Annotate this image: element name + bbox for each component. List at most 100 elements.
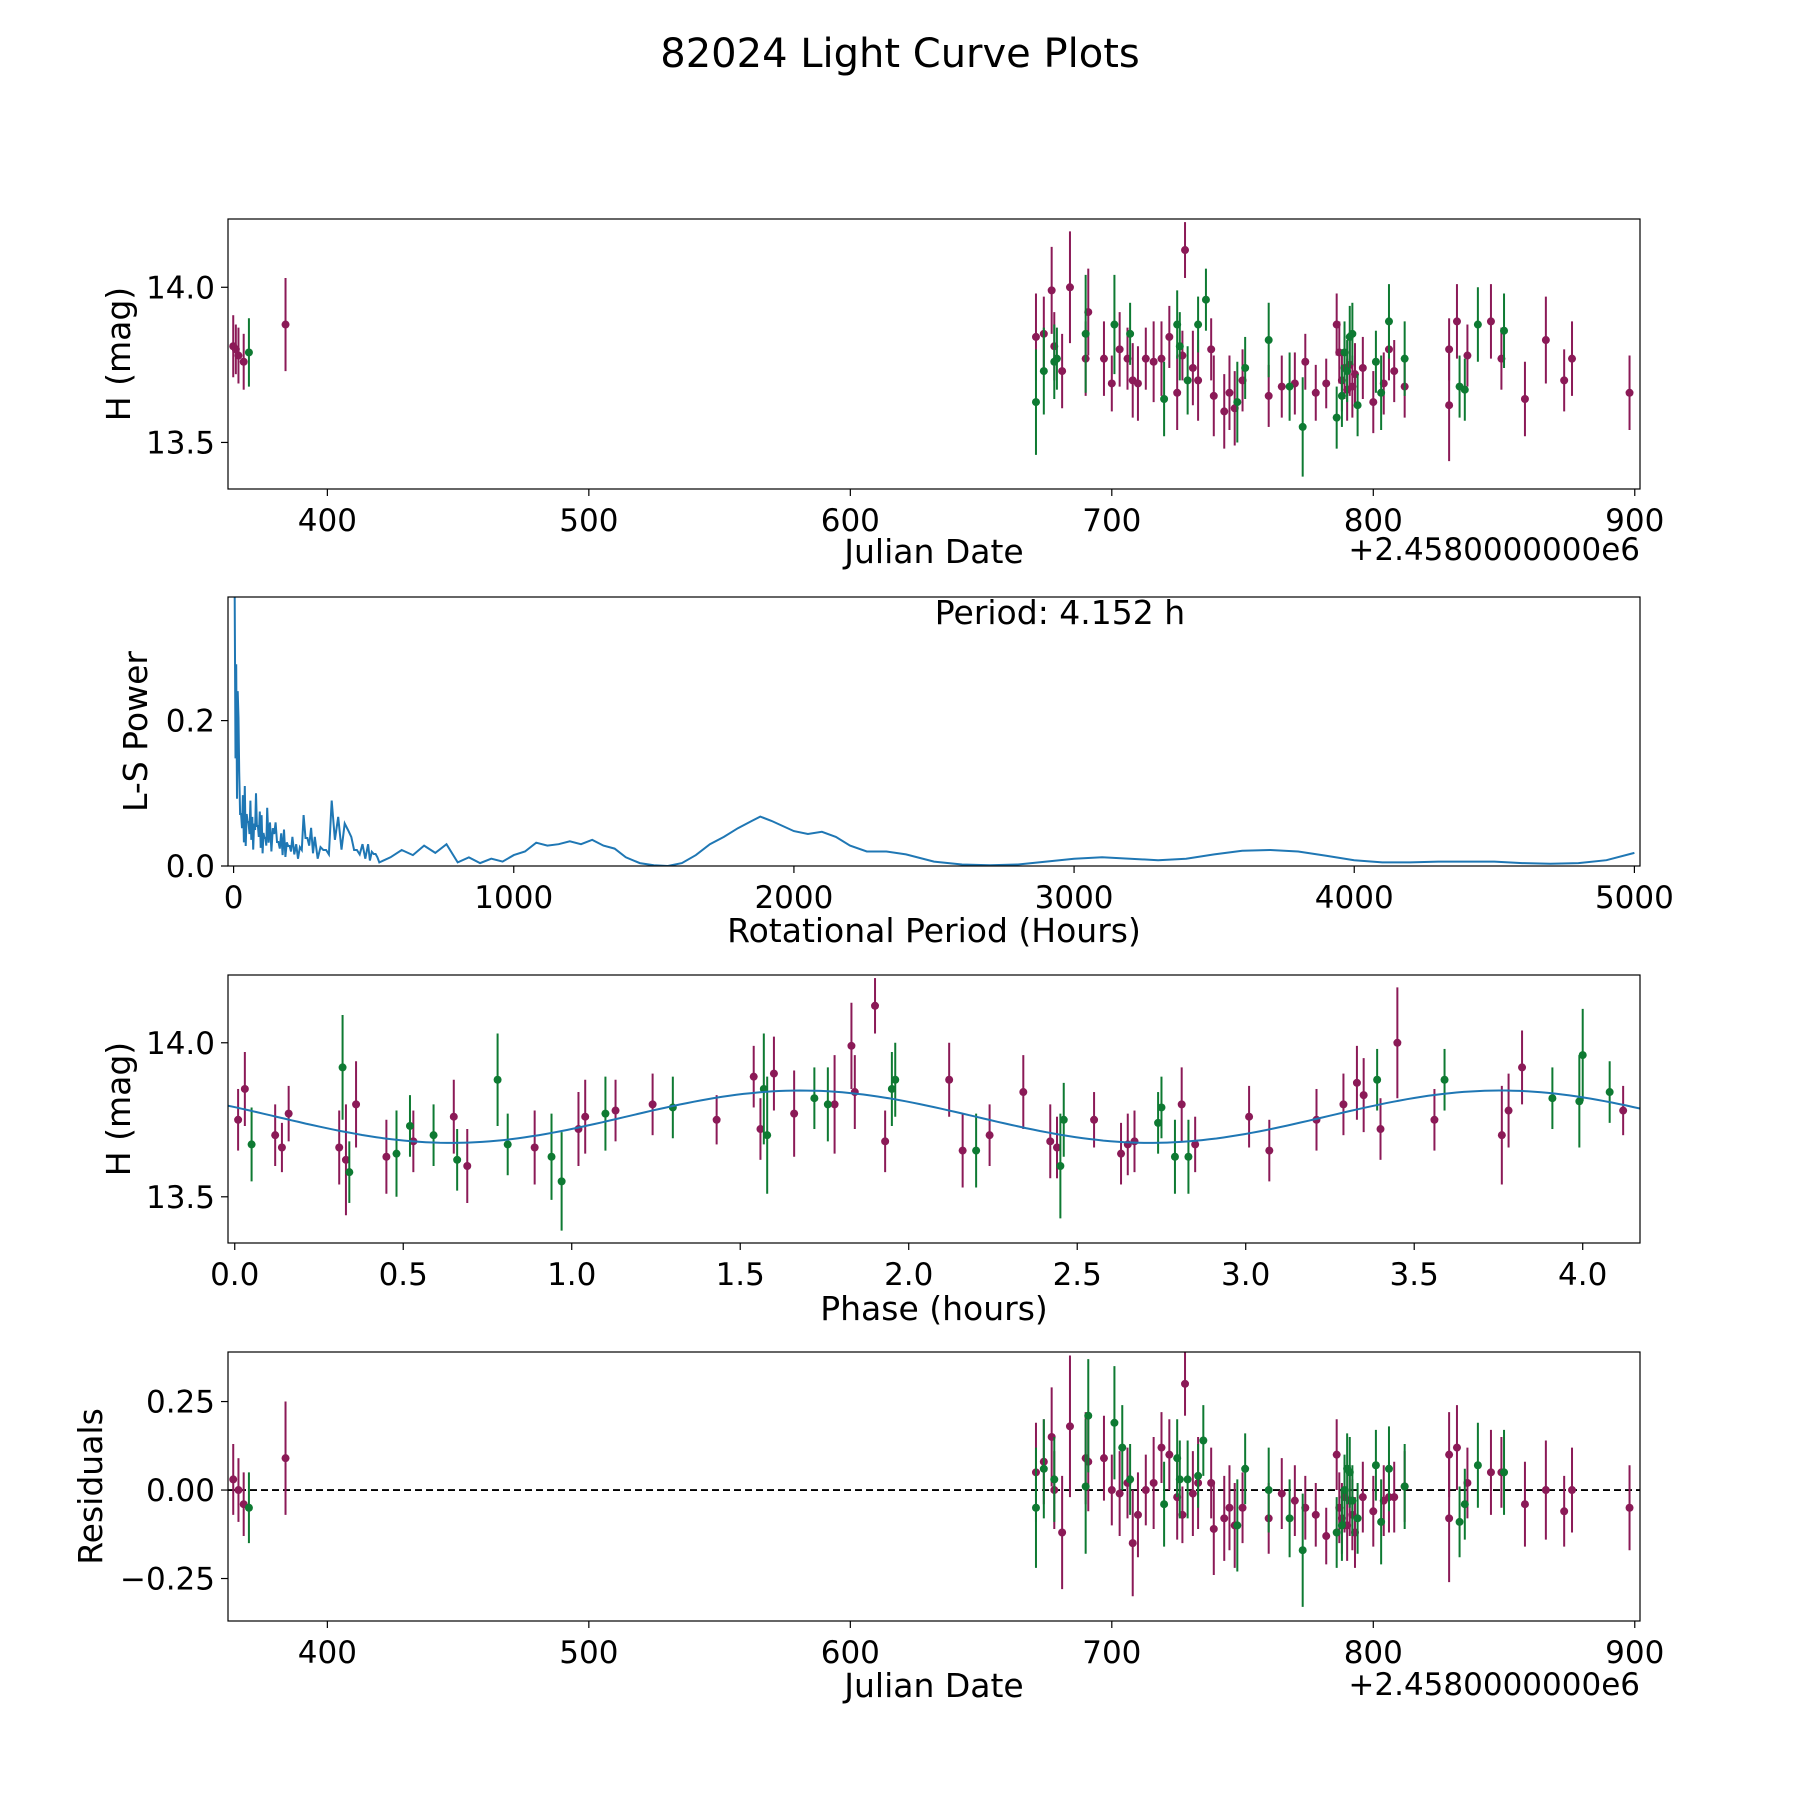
- green-filter-point: [1126, 329, 1135, 338]
- green-filter-point: [1175, 1475, 1184, 1484]
- purple-filter-point: [1053, 1143, 1062, 1152]
- purple-filter-point: [234, 1115, 243, 1124]
- x-tick-label: 800: [1344, 1635, 1403, 1671]
- purple-filter-point: [1390, 1493, 1399, 1502]
- purple-filter-point: [1376, 1125, 1385, 1134]
- green-filter-point: [1031, 1503, 1040, 1512]
- y-tick-label: 0.25: [146, 1385, 215, 1421]
- lightcurve-panel: 400 500 600 700 800 900 13.5 14.0 Julian Date H (…: [99, 218, 1664, 571]
- purple-filter-point: [830, 1100, 839, 1109]
- purple-filter-point: [1445, 1514, 1454, 1523]
- purple-filter-point: [1445, 345, 1454, 354]
- green-filter-point: [1377, 1517, 1386, 1526]
- y-tick-label: 13.5: [146, 425, 215, 461]
- axes-frame: [227, 1351, 1641, 1622]
- purple-filter-point: [871, 1001, 880, 1010]
- purple-filter-point: [240, 1084, 249, 1093]
- purple-filter-point: [1452, 317, 1461, 326]
- x-axis-label: Julian Date: [842, 532, 1024, 571]
- green-filter-point: [763, 1131, 772, 1140]
- purple-filter-point: [581, 1112, 590, 1121]
- x-tick-label: 0: [224, 880, 244, 916]
- y-tick-label: 0.0: [166, 849, 215, 885]
- green-filter-point: [1194, 1471, 1203, 1480]
- purple-filter-point: [1486, 1468, 1495, 1477]
- green-filter-point: [244, 1503, 253, 1512]
- green-filter-point: [1084, 1411, 1093, 1420]
- purple-filter-point: [271, 1131, 280, 1140]
- y-tick-label: 14.0: [146, 270, 215, 306]
- x-tick-label: 600: [821, 503, 880, 539]
- purple-filter-point: [958, 1146, 967, 1155]
- purple-filter-point: [1568, 1486, 1577, 1495]
- green-filter-point: [972, 1146, 981, 1155]
- green-filter-point: [1578, 1051, 1587, 1060]
- green-filter-point: [1340, 348, 1349, 357]
- green-filter-point: [1353, 401, 1362, 410]
- purple-filter-point: [1265, 1146, 1274, 1155]
- green-filter-point: [1548, 1094, 1557, 1103]
- purple-filter-point: [1520, 1500, 1529, 1509]
- purple-filter-point: [1358, 1493, 1367, 1502]
- plot-area: [228, 978, 1640, 1231]
- purple-filter-point: [1099, 1454, 1108, 1463]
- purple-filter-point: [1430, 1115, 1439, 1124]
- green-filter-point: [1056, 1161, 1065, 1170]
- green-filter-point: [1343, 367, 1352, 376]
- green-filter-point: [1337, 391, 1346, 400]
- plot-area: [233, 597, 1635, 866]
- x-offset-label: +2.4580000000e6: [1348, 532, 1640, 568]
- x-tick-label: 0.0: [210, 1257, 259, 1293]
- green-filter-point: [1384, 317, 1393, 326]
- purple-filter-point: [1133, 379, 1142, 388]
- periodogram-line: [233, 597, 1635, 866]
- purple-filter-point: [611, 1106, 620, 1115]
- green-filter-point: [1384, 1464, 1393, 1473]
- purple-filter-point: [234, 351, 243, 360]
- green-filter-point: [1605, 1088, 1614, 1097]
- purple-filter-point: [1115, 1489, 1124, 1498]
- purple-filter-point: [341, 1155, 350, 1164]
- purple-filter-point: [1541, 336, 1550, 345]
- y-axis-label: H (mag): [99, 1042, 138, 1176]
- purple-filter-point: [1157, 1443, 1166, 1452]
- axes-frame: [227, 218, 1641, 490]
- x-tick-label: 500: [559, 1635, 618, 1671]
- purple-filter-point: [1301, 357, 1310, 366]
- x-axis-label: Phase (hours): [820, 1289, 1048, 1328]
- green-filter-point: [1337, 1521, 1346, 1530]
- purple-filter-point: [1322, 1532, 1331, 1541]
- green-filter-point: [1348, 1496, 1357, 1505]
- figure-title: 82024 Light Curve Plots: [660, 31, 1139, 77]
- purple-filter-point: [1541, 1486, 1550, 1495]
- green-filter-point: [823, 1100, 832, 1109]
- green-filter-point: [1340, 1486, 1349, 1495]
- green-filter-point: [1285, 1514, 1294, 1523]
- green-filter-point: [1500, 326, 1509, 335]
- purple-filter-point: [1181, 246, 1190, 255]
- x-tick-label: 700: [1082, 503, 1141, 539]
- green-filter-point: [1353, 1514, 1362, 1523]
- green-filter-point: [1455, 1517, 1464, 1526]
- green-filter-point: [1059, 1115, 1068, 1124]
- green-filter-point: [493, 1075, 502, 1084]
- green-filter-point: [1371, 1461, 1380, 1470]
- purple-filter-point: [1194, 376, 1203, 385]
- green-filter-point: [1285, 382, 1294, 391]
- purple-filter-point: [1238, 1503, 1247, 1512]
- purple-filter-point: [463, 1161, 472, 1170]
- purple-filter-point: [1209, 391, 1218, 400]
- green-filter-point: [1039, 367, 1048, 376]
- green-filter-point: [1039, 1464, 1048, 1473]
- y-tick-label: 0.00: [146, 1473, 215, 1509]
- purple-filter-point: [756, 1125, 765, 1134]
- purple-filter-point: [1128, 1539, 1137, 1548]
- green-filter-point: [1110, 320, 1119, 329]
- purple-filter-point: [769, 1069, 778, 1078]
- green-filter-point: [1332, 413, 1341, 422]
- green-filter-point: [1400, 1482, 1409, 1491]
- green-filter-point: [453, 1155, 462, 1164]
- purple-filter-point: [1445, 401, 1454, 410]
- green-filter-point: [1081, 329, 1090, 338]
- green-filter-point: [1126, 1475, 1135, 1484]
